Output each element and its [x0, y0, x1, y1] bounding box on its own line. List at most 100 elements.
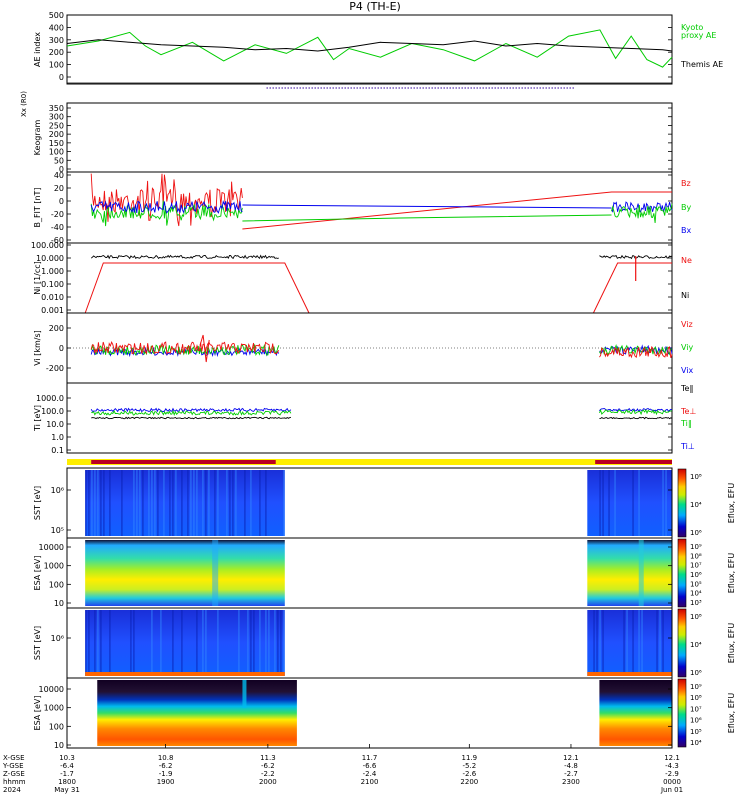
temp-legend-teperp: Te⊥ — [680, 407, 696, 416]
sst-i-2-streak — [623, 610, 625, 676]
sst-e-1-streak — [217, 470, 219, 536]
sst-i-1-streak — [283, 610, 285, 676]
sst-e-2-streak — [665, 470, 667, 536]
esa-e-cbar-tick: 10⁵ — [690, 580, 702, 588]
time-axis-tick-label: -2.4 — [363, 770, 377, 778]
esa-e-ylabel: ESA [eV] — [33, 556, 42, 591]
ae-ylabel: AE index — [33, 32, 42, 67]
viz-trace-1 — [90, 341, 280, 356]
bfield-tick-label: 0 — [59, 197, 64, 206]
sst-i-tick-label: 10⁶ — [51, 634, 64, 643]
esa-i-cbar-tick: 10⁴ — [690, 739, 702, 747]
plot-title: P4 (TH-E) — [349, 0, 401, 13]
sst-i-1-streak — [205, 610, 207, 676]
sst-e-1-streak — [265, 470, 267, 536]
keogram-tick-label: 300 — [49, 113, 64, 122]
keogram-tick-label: 50 — [54, 156, 64, 165]
bz-interp — [242, 191, 672, 230]
esa-i-cbar-tick: 10⁵ — [690, 728, 702, 736]
time-axis-tick-label: 2000 — [259, 778, 277, 786]
time-axis-tick-label: 1900 — [157, 778, 175, 786]
by-interp — [242, 214, 612, 222]
sst-e-1-streak — [133, 470, 135, 536]
time-axis-tick-label: 2100 — [361, 778, 379, 786]
sst-i-2-streak — [638, 610, 640, 676]
keogram-tick-label: 100 — [49, 148, 64, 157]
sst-i-1-streak — [196, 610, 198, 676]
bfield-tick-label: -20 — [51, 210, 64, 219]
sst-i-2-streak — [596, 610, 598, 676]
sst-e-1-streak — [139, 470, 141, 536]
sst-e-1-streak — [154, 470, 156, 536]
sst-i-2-streak — [593, 610, 595, 676]
bfield-legend-bz: Bz — [681, 179, 691, 188]
keogram-ylabel: Keogram — [33, 119, 42, 155]
ae-legend-kyoto: Kyoto — [681, 23, 703, 32]
ni-trace-1 — [90, 254, 279, 260]
time-axis-row-label: Z-GSE — [3, 770, 25, 778]
by-trace-2 — [611, 203, 673, 224]
time-axis-row-label: X-GSE — [3, 754, 25, 762]
sst-i-1-streak — [250, 610, 252, 676]
time-axis-tick-label: 11.3 — [260, 754, 276, 762]
temp-legend-tiperp: Ti⊥ — [680, 442, 695, 451]
time-axis-tick-label: -2.2 — [261, 770, 275, 778]
esa-e-tick-label: 100 — [49, 580, 64, 589]
bfield-tick-label: 20 — [54, 184, 64, 193]
sst-i-1-streak — [88, 610, 90, 676]
sst-e-colorbar — [677, 468, 687, 538]
sst-i-colorbar — [677, 608, 687, 678]
sst-i-1-streak — [100, 610, 102, 676]
sst-e-2-block — [587, 470, 672, 536]
esa-i-tick-label: 1000 — [44, 704, 64, 713]
sst-i-1-streak — [151, 610, 153, 676]
velocity-tick-label: 200 — [49, 324, 64, 333]
sst-e-1-streak — [229, 470, 231, 536]
sst-e-tick-label: 10⁶ — [51, 486, 64, 495]
sst-i-1-streak — [253, 610, 255, 676]
velocity-tick-label: 0 — [59, 344, 64, 353]
sst-i-1-streak — [280, 610, 282, 676]
ae-tick-label: 500 — [49, 11, 64, 20]
sst-i-1-streak — [217, 610, 219, 676]
time-axis-tick-label: 2200 — [460, 778, 478, 786]
time-axis-tick-label: 0000 — [663, 778, 681, 786]
sst-i-1-streak — [181, 610, 183, 676]
sst-e-1-streak — [136, 470, 138, 536]
temperature-tick-label: 0.1 — [51, 446, 64, 455]
sst-i-lowband-2 — [587, 672, 672, 676]
temperature-tick-label: 1000.0 — [36, 394, 64, 403]
bx-trace-1 — [90, 200, 243, 214]
sst-i-1-streak — [247, 610, 249, 676]
density-tick-label: 0.010 — [41, 293, 64, 302]
temperature-tick-label: 100.0 — [41, 407, 64, 416]
sst-e-tick-label: 10⁵ — [51, 526, 64, 535]
velocity-ylabel: Vi [km/s] — [33, 330, 42, 366]
sst-e-2-streak — [632, 470, 634, 536]
bx-trace-2 — [611, 201, 673, 213]
keogram-tick-label: 0 — [59, 165, 64, 174]
time-axis-tick-label: 10.8 — [158, 754, 174, 762]
esa-e-cbar-tick: 10⁷ — [690, 562, 702, 570]
mode-bar-red-2 — [595, 460, 672, 464]
esa-i-colorbar — [677, 678, 687, 748]
sst-e-1-streak — [232, 470, 234, 536]
esa-e-colorbar — [677, 538, 687, 608]
tepar-trace-1 — [91, 416, 292, 420]
esa-e-tick-label: 1000 — [44, 562, 64, 571]
sst-e-1-streak — [259, 470, 261, 536]
temperature-tick-label: 10.0 — [46, 420, 64, 429]
bfield-ylabel: B_FIT [nT] — [33, 187, 42, 227]
sst-e-1-streak — [151, 470, 153, 536]
density-tick-label: 100.000 — [31, 241, 64, 250]
ae-tick-label: 100 — [49, 61, 64, 70]
time-axis-tick-label: 11.9 — [462, 754, 478, 762]
sst-i-cbar-tick: 10⁴ — [690, 641, 702, 649]
sst-e-2-streak — [638, 470, 640, 536]
sst-i-1-streak — [130, 610, 132, 676]
sst-i-2-streak — [662, 610, 664, 676]
sst-i-2-streak — [626, 610, 628, 676]
sst-e-1-streak — [157, 470, 159, 536]
sst-i-1-streak — [109, 610, 111, 676]
